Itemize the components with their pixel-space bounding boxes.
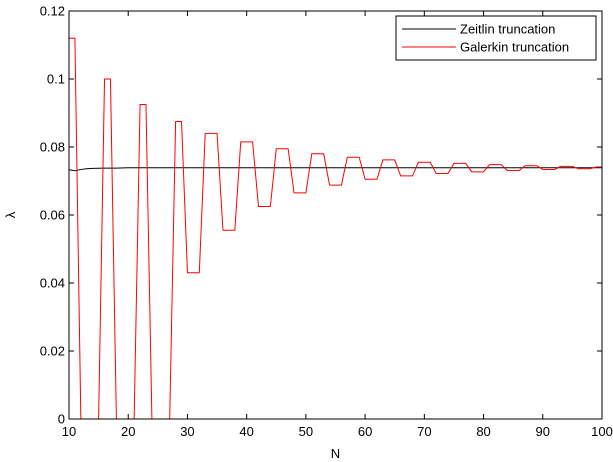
- x-tick-label: 20: [121, 424, 135, 439]
- series-line-zeitlin: [69, 167, 602, 172]
- x-tick-label: 80: [476, 424, 490, 439]
- x-tick-label: 70: [417, 424, 431, 439]
- legend-label-zeitlin: Zeitlin truncation: [460, 22, 555, 37]
- x-tick-label: 10: [62, 424, 76, 439]
- y-tick-label: 0.06: [40, 208, 65, 223]
- x-tick-label: 30: [180, 424, 194, 439]
- y-tick-label: 0.12: [40, 4, 65, 19]
- x-tick-label: 90: [536, 424, 550, 439]
- y-tick-label: 0.04: [40, 276, 65, 291]
- x-axis-ticks: 10 20 30 40 50 60 70 80 90 100: [62, 11, 613, 439]
- plot-area: [68, 10, 603, 420]
- legend-label-galerkin: Galerkin truncation: [460, 40, 569, 55]
- x-axis-label: N: [331, 446, 340, 461]
- y-axis-ticks: 0 0.02 0.04 0.06 0.08 0.1 0.12: [40, 4, 602, 427]
- series-line-galerkin: [69, 37, 602, 419]
- y-tick-label: 0.02: [40, 344, 65, 359]
- x-tick-label: 40: [239, 424, 253, 439]
- y-tick-label: 0.1: [47, 72, 65, 87]
- legend-box: [395, 15, 597, 61]
- y-tick-label: 0.08: [40, 140, 65, 155]
- x-tick-label: 50: [299, 424, 313, 439]
- x-tick-label: 60: [358, 424, 372, 439]
- legend: Zeitlin truncation Galerkin truncation: [395, 15, 597, 61]
- axes-frame: [68, 10, 603, 420]
- y-tick-label: 0: [58, 412, 65, 427]
- x-tick-label: 100: [591, 424, 613, 439]
- y-axis-label: λ: [3, 211, 18, 218]
